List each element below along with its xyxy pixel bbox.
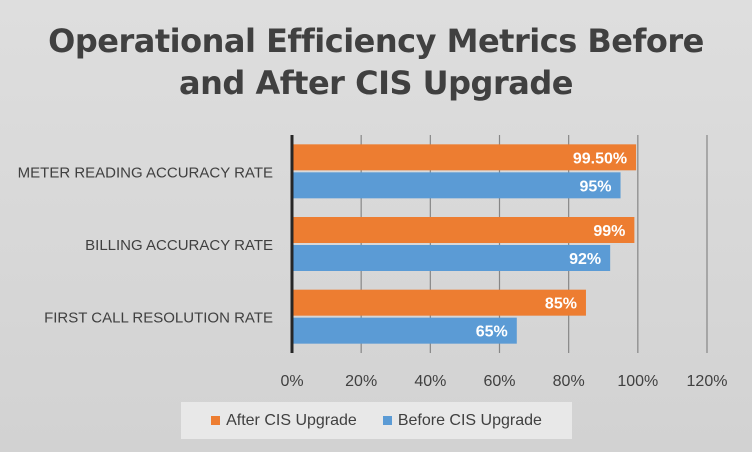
bar bbox=[293, 144, 637, 171]
data-label: 99.50% bbox=[573, 150, 627, 167]
category-label: BILLING ACCURACY RATE bbox=[85, 237, 273, 254]
bar bbox=[293, 172, 621, 199]
legend-item-after: After CIS Upgrade bbox=[211, 412, 357, 430]
x-tick-label: 60% bbox=[483, 373, 515, 390]
data-label: 65% bbox=[476, 324, 508, 341]
legend-item-before: Before CIS Upgrade bbox=[382, 411, 542, 430]
x-tick-label: 120% bbox=[687, 373, 728, 390]
bar bbox=[293, 245, 611, 271]
bar bbox=[293, 217, 635, 243]
chart-title-line-1: Operational Efficiency Metrics Before bbox=[48, 22, 704, 60]
legend-label-before: Before CIS Upgrade bbox=[397, 411, 542, 429]
legend-label-after: After CIS Upgrade bbox=[226, 411, 357, 429]
category-label: FIRST CALL RESOLUTION RATE bbox=[44, 310, 273, 327]
x-tick-label: 40% bbox=[414, 373, 446, 390]
data-label: 85% bbox=[545, 296, 577, 313]
data-label: 99% bbox=[593, 223, 625, 240]
bar bbox=[293, 317, 517, 344]
chart-title: Operational Efficiency Metrics Before an… bbox=[0, 20, 752, 104]
x-tick-label: 100% bbox=[617, 373, 658, 390]
category-label: METER READING ACCURACY RATE bbox=[18, 164, 273, 181]
x-tick-label: 20% bbox=[345, 373, 377, 390]
legend-swatch-before bbox=[382, 416, 392, 425]
x-tick-label: 80% bbox=[553, 373, 585, 390]
bar bbox=[293, 289, 586, 316]
x-tick-label: 0% bbox=[280, 373, 303, 390]
legend-swatch-after bbox=[211, 416, 221, 425]
legend: After CIS Upgrade Before CIS Upgrade bbox=[181, 402, 572, 439]
chart-title-line-2: and After CIS Upgrade bbox=[179, 64, 573, 102]
data-label: 92% bbox=[569, 251, 601, 268]
data-label: 95% bbox=[580, 178, 612, 195]
